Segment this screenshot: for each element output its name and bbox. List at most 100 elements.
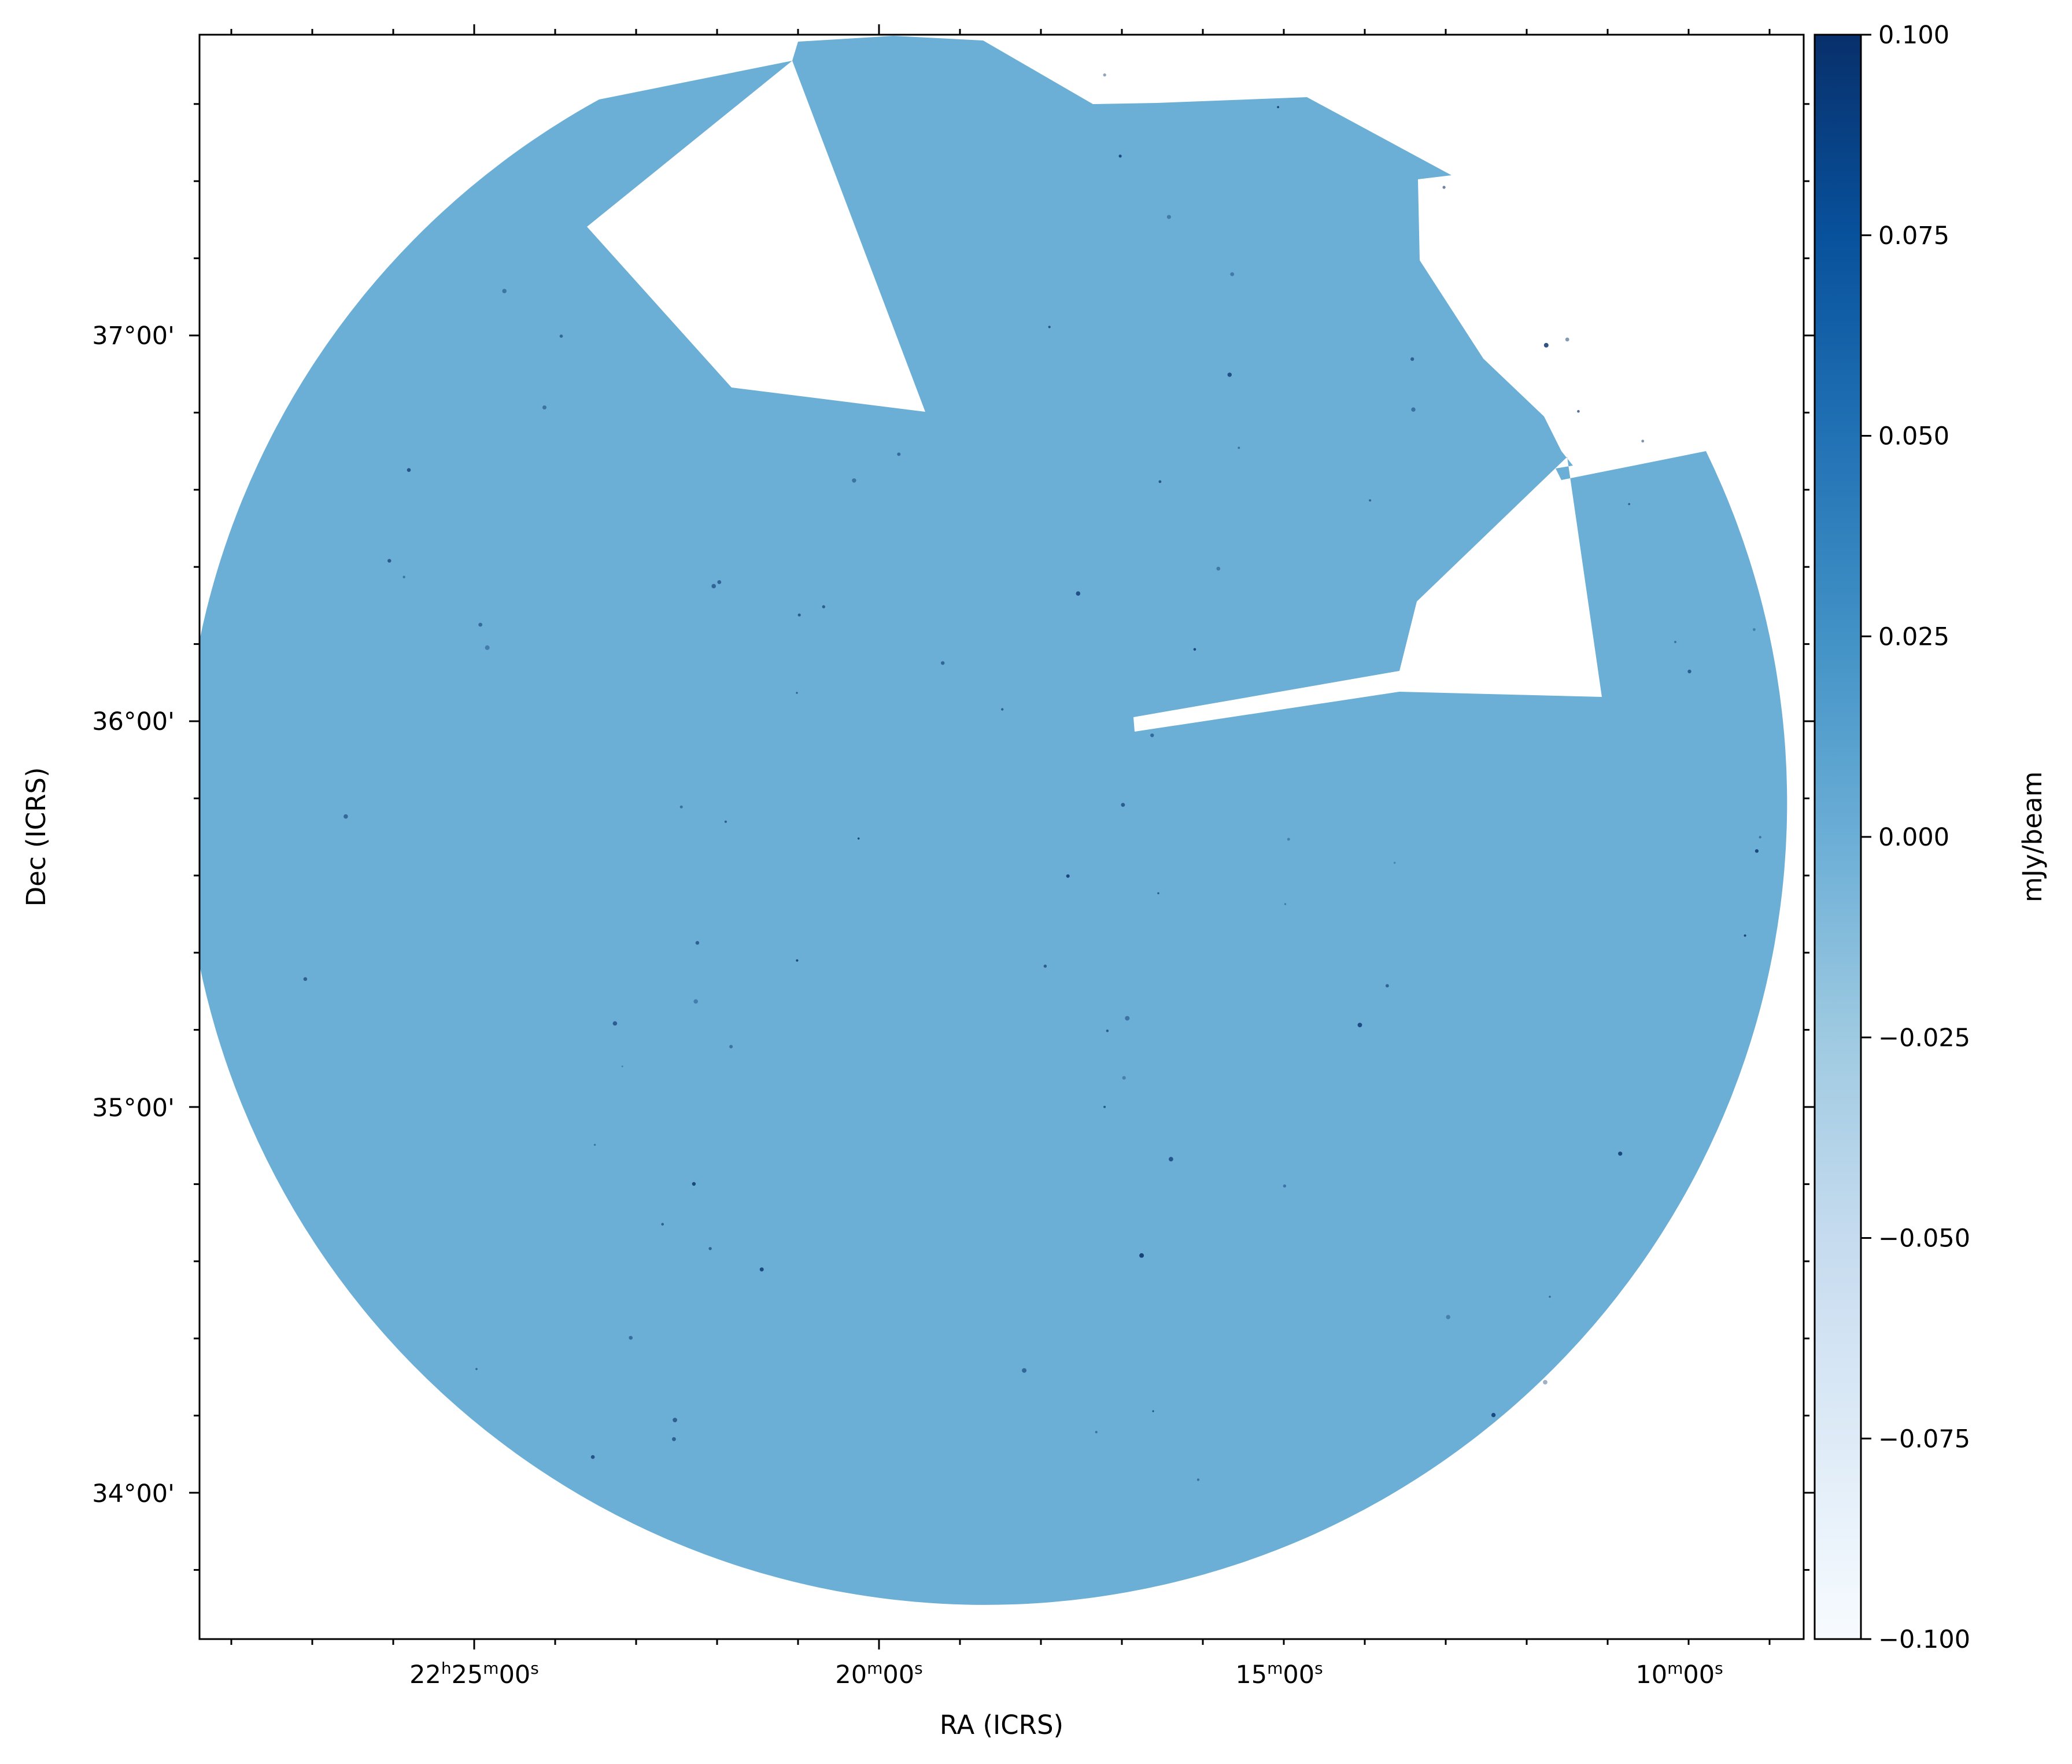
point-source: [729, 1045, 733, 1049]
point-source: [303, 977, 308, 981]
point-source: [407, 468, 411, 472]
point-source: [1386, 984, 1389, 988]
point-source: [711, 584, 716, 589]
point-source: [1122, 1076, 1126, 1080]
point-source: [1674, 641, 1676, 643]
point-source: [1048, 326, 1051, 329]
point-source: [344, 814, 348, 819]
point-source: [759, 1267, 764, 1272]
point-source: [1543, 342, 1549, 348]
y-tick-label: 37°00': [92, 322, 175, 350]
colorbar-tick-label: 0.000: [1878, 823, 1949, 852]
point-source: [1216, 566, 1221, 571]
colorbar-tick-label: −0.025: [1878, 1024, 1970, 1053]
point-source: [1001, 708, 1004, 711]
point-source: [1759, 836, 1761, 839]
point-source: [661, 1223, 664, 1226]
point-source: [1410, 357, 1414, 361]
colorbar-tick-label: −0.050: [1878, 1224, 1970, 1253]
point-source: [708, 1247, 712, 1250]
point-source: [475, 1368, 478, 1370]
point-source: [1196, 1478, 1200, 1481]
point-source: [796, 959, 799, 962]
point-source: [693, 999, 698, 1004]
point-source: [724, 820, 727, 823]
point-source: [1157, 892, 1159, 895]
point-source: [1238, 446, 1240, 449]
point-source: [941, 661, 945, 665]
point-source: [502, 289, 507, 294]
point-source: [1193, 648, 1196, 651]
point-source: [695, 941, 700, 945]
plot-frame: [198, 34, 1805, 1640]
point-source: [1095, 1431, 1098, 1434]
point-source: [1076, 591, 1081, 596]
point-source: [1118, 154, 1122, 158]
y-axis-label: Dec (ICRS): [21, 767, 51, 906]
point-source: [1103, 73, 1106, 77]
point-source: [1152, 1410, 1154, 1412]
point-source: [1287, 837, 1290, 841]
x-tick-label: 10m00s: [1635, 1659, 1723, 1689]
point-source: [797, 613, 801, 617]
point-source: [1755, 849, 1759, 853]
point-source: [387, 559, 391, 563]
x-tick-label: 15m00s: [1235, 1659, 1323, 1689]
point-source: [1283, 1184, 1287, 1188]
colorbar-label: mJy/beam: [2017, 772, 2048, 903]
y-tick-label: 36°00': [92, 707, 175, 736]
point-source: [1687, 669, 1691, 674]
y-tick-label: 35°00': [92, 1094, 175, 1123]
point-source: [1166, 215, 1171, 219]
point-source: [1641, 440, 1645, 443]
point-source: [857, 837, 860, 840]
colorbar-tick-label: −0.075: [1878, 1425, 1970, 1453]
point-source: [590, 1455, 595, 1459]
point-source: [672, 1437, 676, 1441]
point-source: [402, 575, 405, 578]
point-source: [796, 692, 798, 694]
sky-image: [200, 36, 1787, 1605]
point-source: [1022, 1368, 1027, 1373]
point-source: [1150, 733, 1154, 737]
point-source: [692, 1182, 696, 1186]
point-source: [485, 645, 490, 650]
point-source: [1125, 1016, 1130, 1021]
point-source: [1628, 503, 1630, 505]
point-source: [559, 334, 563, 338]
point-source: [1103, 1105, 1106, 1108]
point-source: [542, 405, 546, 409]
x-tick-label: 22h25m00s: [409, 1659, 539, 1689]
y-tick-label: 34°00': [92, 1479, 175, 1508]
point-source: [1565, 337, 1569, 342]
x-tick-label: 20m00s: [835, 1659, 922, 1689]
point-source: [1549, 1296, 1551, 1298]
point-source: [1284, 903, 1287, 905]
point-source: [1577, 409, 1580, 413]
point-source: [629, 1335, 633, 1340]
point-source: [593, 1143, 596, 1146]
point-source: [1277, 106, 1280, 109]
point-source: [1618, 1152, 1623, 1156]
point-source: [1106, 1029, 1109, 1032]
point-source: [1411, 407, 1416, 412]
point-sources: [303, 73, 1761, 1481]
point-source: [673, 1418, 677, 1423]
colorbar-tick-label: 0.025: [1878, 622, 1949, 651]
point-source: [1043, 964, 1047, 968]
point-source: [852, 478, 856, 483]
colorbar-ticks: 0.100 0.075 0.050 0.025 0.000 −0.025 −0.050 −0.…: [1861, 21, 1970, 1654]
point-source: [679, 805, 683, 809]
colorbar-tick-label: 0.075: [1878, 222, 1949, 250]
point-source: [612, 1021, 618, 1026]
point-source: [1227, 372, 1232, 377]
colorbar: [1814, 34, 1862, 1640]
point-source: [1369, 499, 1372, 502]
point-source: [1753, 628, 1756, 631]
point-source: [897, 452, 901, 456]
point-source: [1543, 1380, 1547, 1385]
colorbar-tick-label: 0.100: [1878, 21, 1949, 50]
point-source: [478, 622, 483, 627]
point-source: [1491, 1412, 1496, 1418]
